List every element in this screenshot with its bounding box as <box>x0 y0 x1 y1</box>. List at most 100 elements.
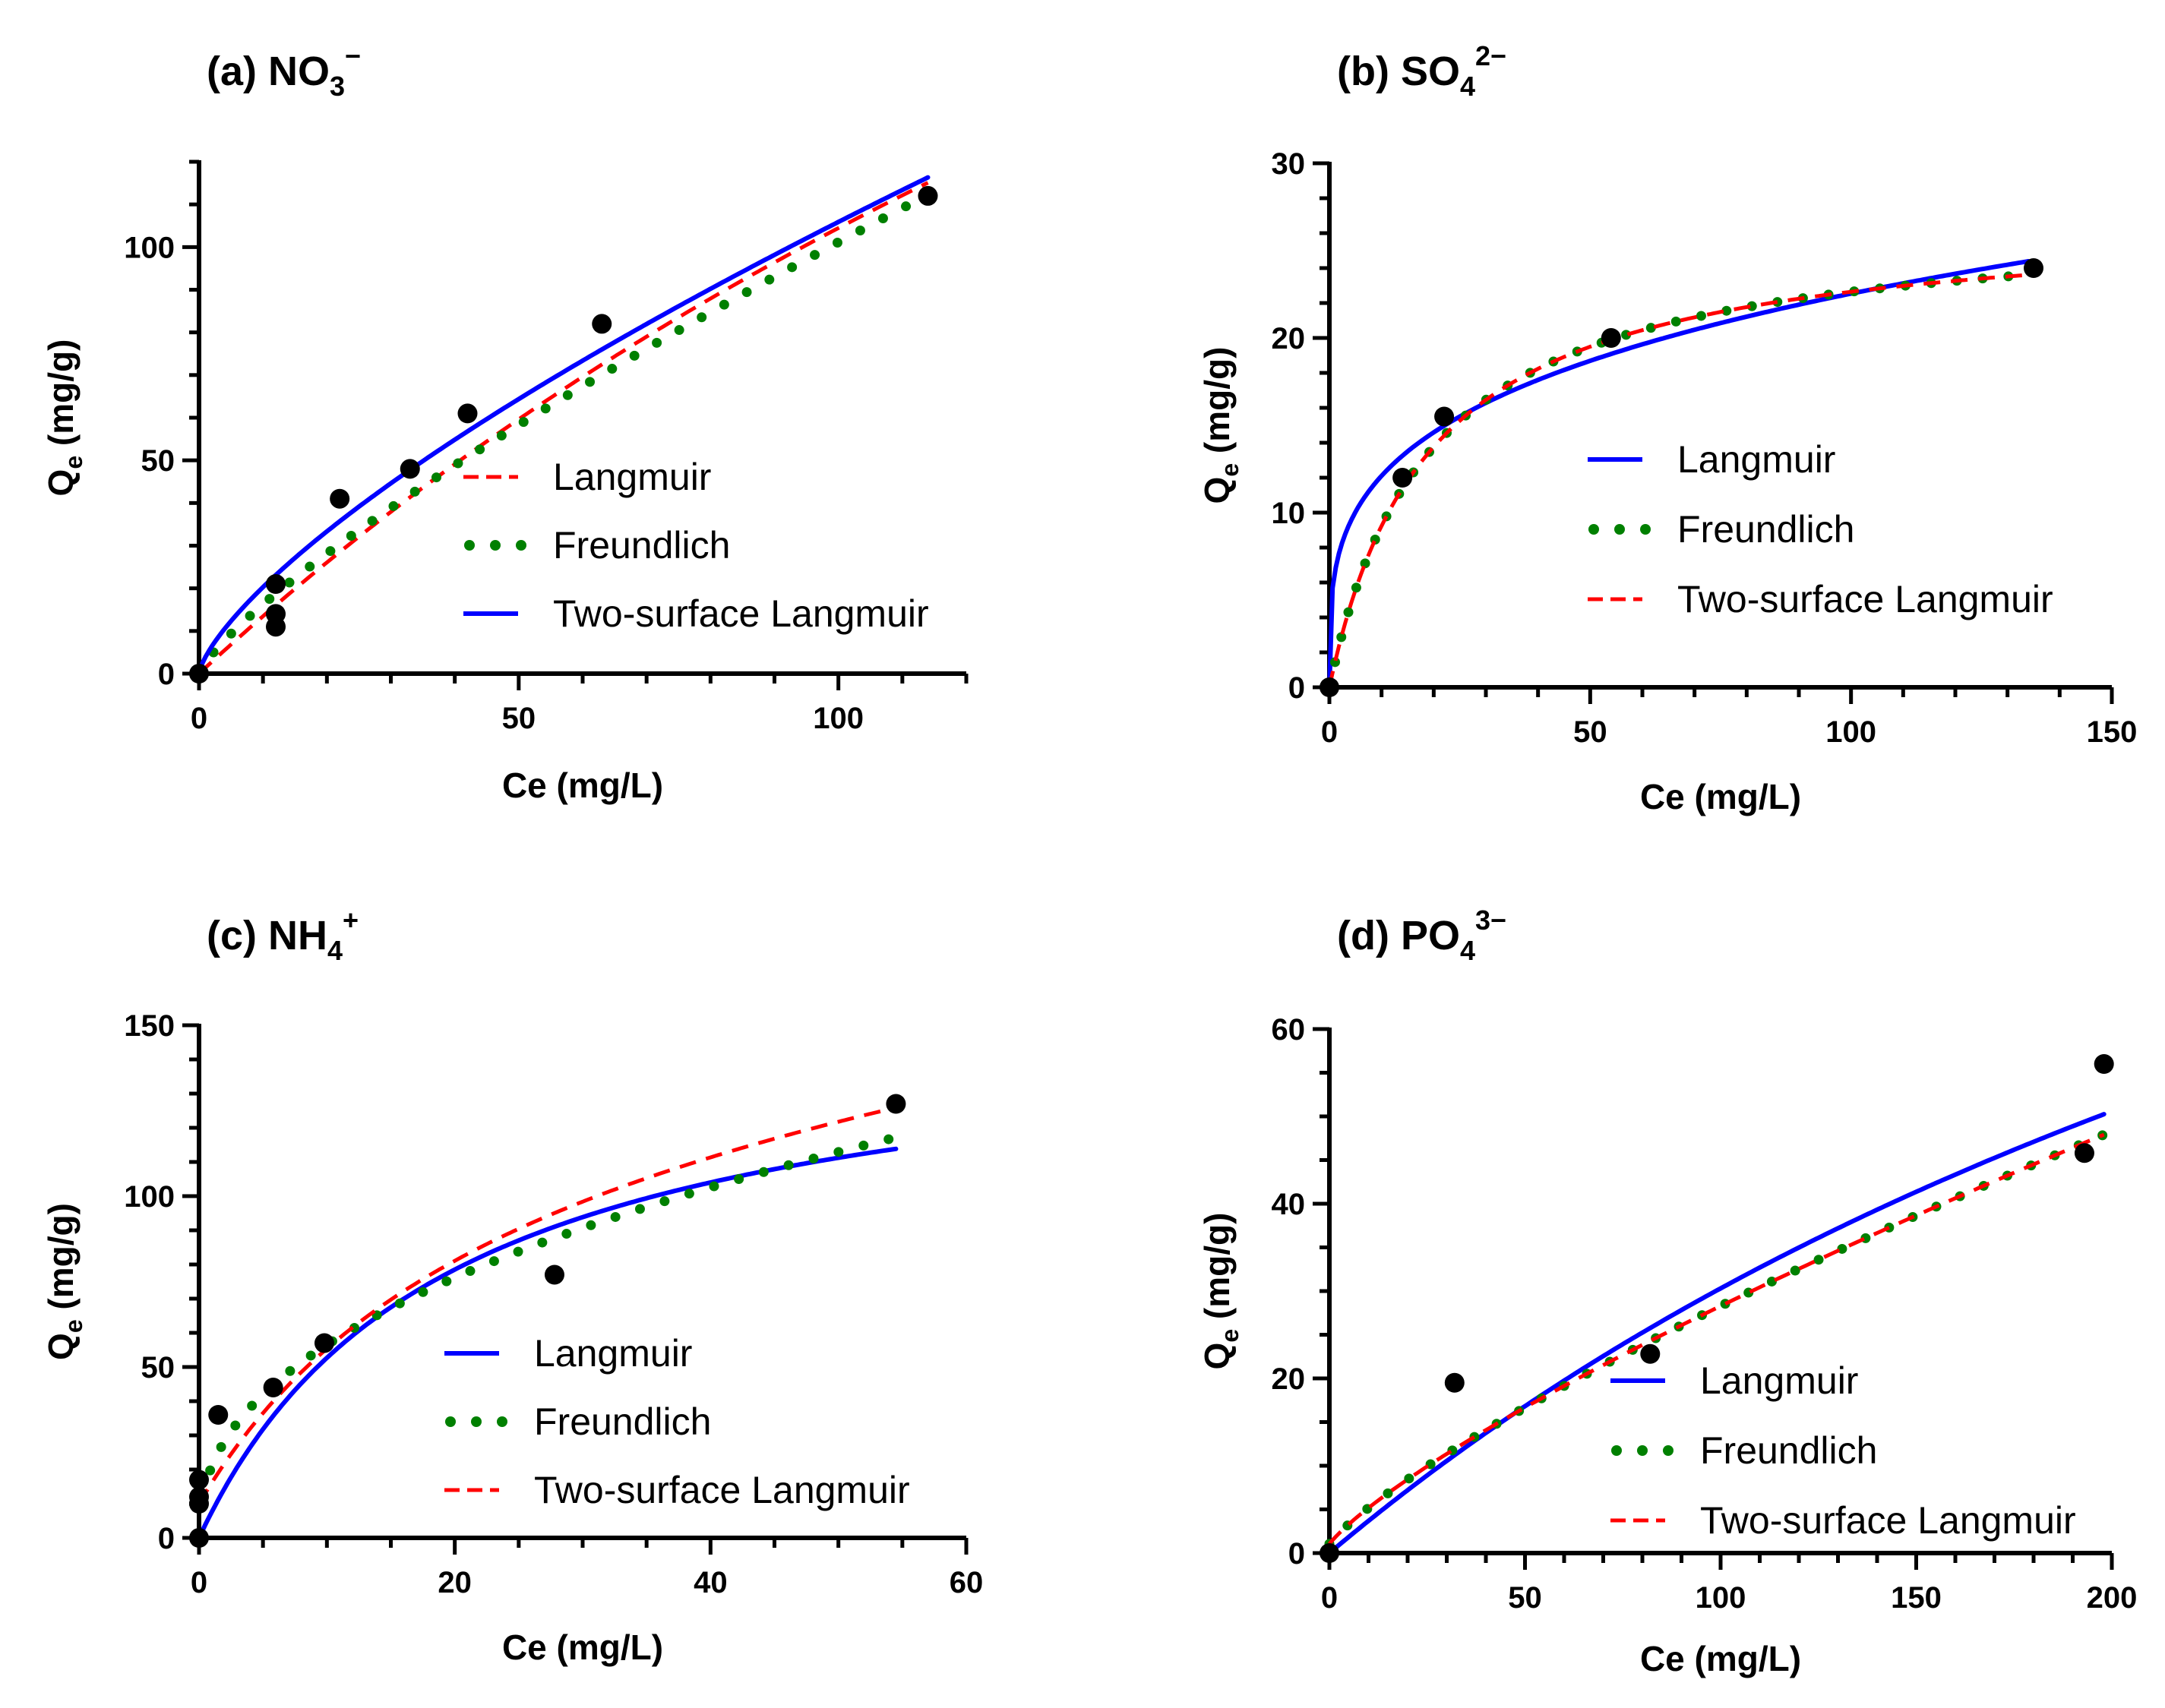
x-tick-label: 100 <box>1825 715 1876 749</box>
panel-title-superscript: − <box>345 40 361 71</box>
y-axis-title-main: Q <box>1197 1343 1237 1370</box>
data-point <box>263 1378 283 1397</box>
data-point <box>330 488 350 509</box>
chart-panel-a: (a) NO3− 0 50 100 0 50 100 Ce (mg/L) Qe (mg/g) La… <box>41 40 969 805</box>
chart-panel-d: (d) PO43− 0 50 100 150 200 0 20 40 60 Ce (mg/L) Qe … <box>1197 905 2137 1678</box>
series-line-freundlich <box>194 190 933 679</box>
panel-title: (b) SO42− <box>1337 40 1506 102</box>
series-line-langmuir <box>1327 1112 2107 1555</box>
y-tick-label: 60 <box>1272 1013 1306 1047</box>
data-point <box>1444 1372 1465 1393</box>
y-axis-title: Qe (mg/g) <box>41 1203 87 1360</box>
y-tick-label: 40 <box>1272 1188 1306 1221</box>
legend-marker-dot <box>490 540 501 551</box>
series-line-two-surface-langmuir <box>1327 273 2029 688</box>
legend-marker-dot <box>471 1416 482 1427</box>
y-tick-label: 20 <box>1272 322 1306 355</box>
data-point <box>886 1094 906 1114</box>
y-tick-label: 0 <box>1288 1537 1305 1571</box>
panel-title: (c) NH4+ <box>207 905 359 966</box>
panel-title-subscript: 4 <box>1460 935 1475 966</box>
legend-marker-dot <box>464 540 475 551</box>
legend-marker-dot <box>1637 1445 1648 1456</box>
series-line-two-surface-langmuir <box>1328 1132 2105 1545</box>
legend-label: Two-surface Langmuir <box>1677 578 2053 620</box>
y-tick-label: 0 <box>158 1522 175 1555</box>
data-point <box>1320 1543 1339 1563</box>
panel-title-main: (b) SO <box>1337 49 1460 94</box>
panel-title: (a) NO3− <box>207 40 361 102</box>
y-axis-title-main: Q <box>41 469 81 497</box>
data-point <box>2024 258 2043 278</box>
data-point <box>2094 1054 2114 1074</box>
panel-title-superscript: + <box>343 905 359 936</box>
legend-label: Langmuir <box>1700 1359 1858 1402</box>
y-axis-title-subscript: e <box>1216 463 1244 477</box>
data-point <box>918 185 938 206</box>
legend: Langmuir Freundlich Two-surface Langmuir <box>1588 438 2053 620</box>
y-axis-title-rest: (mg/g) <box>41 1203 81 1319</box>
y-tick-label: 100 <box>124 231 175 264</box>
y-axis-title: Qe (mg/g) <box>1197 347 1244 504</box>
legend-marker-dot <box>516 540 526 551</box>
x-tick-label: 50 <box>1508 1581 1542 1615</box>
data-point <box>592 314 612 334</box>
legend-label: Freundlich <box>534 1400 711 1443</box>
data-point <box>2074 1143 2094 1163</box>
legend-marker-dot <box>497 1416 507 1427</box>
y-tick-label: 0 <box>158 658 175 691</box>
legend-label: Freundlich <box>1700 1429 1877 1472</box>
x-axis-title: Ce (mg/L) <box>1640 1639 1801 1678</box>
x-tick-label: 150 <box>2087 715 2138 749</box>
y-axis-title-main: Q <box>1197 477 1237 504</box>
legend-label: Freundlich <box>553 524 730 567</box>
x-axis-title: Ce (mg/L) <box>502 1627 663 1667</box>
data-point <box>189 1528 209 1548</box>
panel-title-subscript: 4 <box>1460 71 1475 102</box>
legend-label: Langmuir <box>534 1332 692 1375</box>
data-point <box>314 1333 334 1353</box>
y-tick-label: 20 <box>1272 1362 1306 1396</box>
data-point <box>189 1487 209 1507</box>
x-tick-label: 50 <box>1573 715 1607 749</box>
panel-title-superscript: 3− <box>1475 905 1506 936</box>
y-axis-title-subscript: e <box>1216 1329 1244 1343</box>
legend-label: Langmuir <box>1677 438 1835 481</box>
panel-title-subscript: 4 <box>327 935 343 966</box>
x-tick-label: 100 <box>1696 1581 1746 1615</box>
y-axis-title-main: Q <box>41 1333 81 1360</box>
legend-marker-dot <box>445 1416 456 1427</box>
legend-marker-dot <box>1611 1445 1622 1456</box>
x-tick-label: 0 <box>191 1566 207 1599</box>
series-line-freundlich <box>1324 1129 2110 1549</box>
data-point <box>1434 406 1455 427</box>
series-line-langmuir <box>198 181 929 675</box>
series-line-two-surface-langmuir <box>197 175 931 676</box>
panel-title-main: (a) NO <box>207 49 330 94</box>
data-point <box>189 1470 209 1490</box>
y-axis-title-rest: (mg/g) <box>41 339 81 456</box>
data-point <box>208 1405 229 1425</box>
y-tick-label: 0 <box>1288 671 1305 705</box>
data-point <box>1320 677 1339 697</box>
series-line-langmuir <box>197 1146 899 1540</box>
legend-label: Freundlich <box>1677 508 1854 551</box>
x-tick-label: 40 <box>694 1566 728 1599</box>
legend-marker-dot <box>1614 524 1625 535</box>
y-tick-label: 100 <box>124 1180 175 1214</box>
data-point <box>1392 468 1413 488</box>
data-point <box>266 574 286 595</box>
legend: Langmuir Freundlich Two-surface Langmuir <box>463 456 929 635</box>
y-axis-title-subscript: e <box>60 456 87 469</box>
x-axis-title: Ce (mg/L) <box>502 766 663 805</box>
legend-label: Langmuir <box>553 456 711 498</box>
panel-title-main: (d) PO <box>1337 913 1460 958</box>
panel-title-superscript: 2− <box>1475 40 1506 71</box>
x-tick-label: 60 <box>950 1566 984 1599</box>
chart-panel-b: (b) SO42− 0 50 100 150 0 10 20 30 Ce (mg/L) Qe (mg… <box>1197 40 2137 816</box>
legend-marker-dot <box>1588 524 1599 535</box>
x-tick-label: 100 <box>813 702 864 735</box>
y-tick-label: 50 <box>141 444 175 478</box>
series-line-freundlich <box>1324 270 2034 693</box>
